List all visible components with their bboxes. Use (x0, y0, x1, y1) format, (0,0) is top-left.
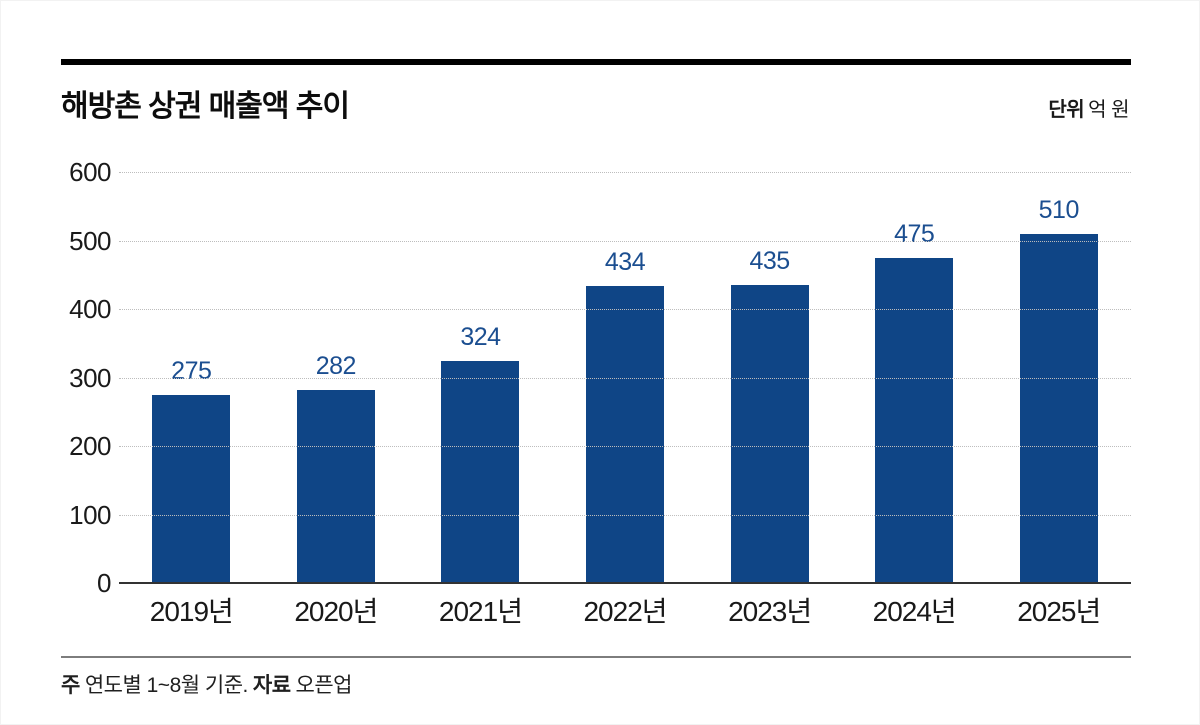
y-tick-label-300: 300 (69, 362, 111, 393)
footer-divider (61, 656, 1131, 658)
x-tick-label-2021년: 2021년 (438, 596, 523, 627)
gridline-600 (119, 172, 1131, 173)
bar-2025년 (1019, 233, 1098, 583)
y-tick-label-200: 200 (69, 431, 111, 461)
y-tick-label-500: 500 (69, 225, 111, 256)
note-label: 주 (61, 674, 80, 697)
unit-value: 억 원 (1088, 99, 1129, 121)
source-text: 오픈업 (295, 674, 353, 697)
bar-2022년 (586, 285, 665, 583)
bar-value-label-2024년: 475 (894, 219, 935, 248)
bars-container: 275 282 324 434 435 475 510 (119, 172, 1131, 583)
bar-group-2025년: 510 (986, 172, 1131, 583)
bar-2023년 (730, 285, 809, 583)
bar-value-label-2022년: 434 (604, 247, 646, 276)
bar-2020년 (296, 389, 375, 583)
bar-value-label-2023년: 435 (749, 247, 790, 276)
y-tick-label-400: 400 (69, 294, 111, 324)
y-tick-label-100: 100 (69, 499, 111, 530)
x-tick-label-2025년: 2025년 (1017, 596, 1101, 627)
gridline-500 (119, 240, 1131, 242)
source-label: 자료 (252, 674, 291, 697)
bar-value-label-2021년: 324 (460, 323, 501, 352)
page-title: 해방촌 상권 매출액 추이 (61, 90, 350, 123)
bar-value-label-2020년: 282 (315, 351, 357, 380)
bar-group-2019년: 275 (119, 172, 264, 583)
bar-2019년 (152, 394, 231, 583)
bar-group-2023년: 435 (697, 172, 842, 583)
gridline-300 (119, 377, 1131, 379)
unit-caption: 단위 억 원 (1048, 93, 1129, 122)
plot-area: 275 282 324 434 435 475 510 (119, 172, 1131, 584)
bar-group-2020년: 282 (264, 172, 409, 583)
y-tick-label-0: 0 (97, 568, 111, 598)
bar-value-label-2025년: 510 (1038, 195, 1080, 224)
gridline-200 (119, 446, 1131, 447)
y-tick-label-600: 600 (69, 157, 111, 187)
bar-2024년 (875, 257, 954, 583)
x-tick-label-2024년: 2024년 (872, 596, 957, 627)
bar-group-2021년: 324 (408, 172, 553, 583)
footnote: 주 연도별 1~8월 기준. 자료 오픈업 (61, 669, 357, 699)
x-tick-label-2022년: 2022년 (583, 596, 667, 627)
x-axis-labels: 2019년 2020년 2021년 2022년 2023년 2024년 2025년 (119, 590, 1131, 630)
bar-group-2022년: 434 (553, 172, 698, 583)
x-axis-baseline (119, 582, 1131, 584)
gridline-400 (119, 309, 1131, 310)
x-tick-label-2023년: 2023년 (728, 596, 812, 627)
bar-value-label-2019년: 275 (171, 356, 212, 385)
bar-group-2024년: 475 (842, 172, 987, 583)
x-tick-label-2020년: 2020년 (294, 596, 378, 627)
unit-label: 단위 (1048, 99, 1085, 121)
x-tick-label-2019년: 2019년 (149, 596, 234, 627)
top-accent-bar (61, 59, 1131, 65)
gridline-100 (119, 514, 1131, 516)
bar-2021년 (441, 361, 520, 583)
note-text: 연도별 1~8월 기준. (84, 674, 249, 697)
